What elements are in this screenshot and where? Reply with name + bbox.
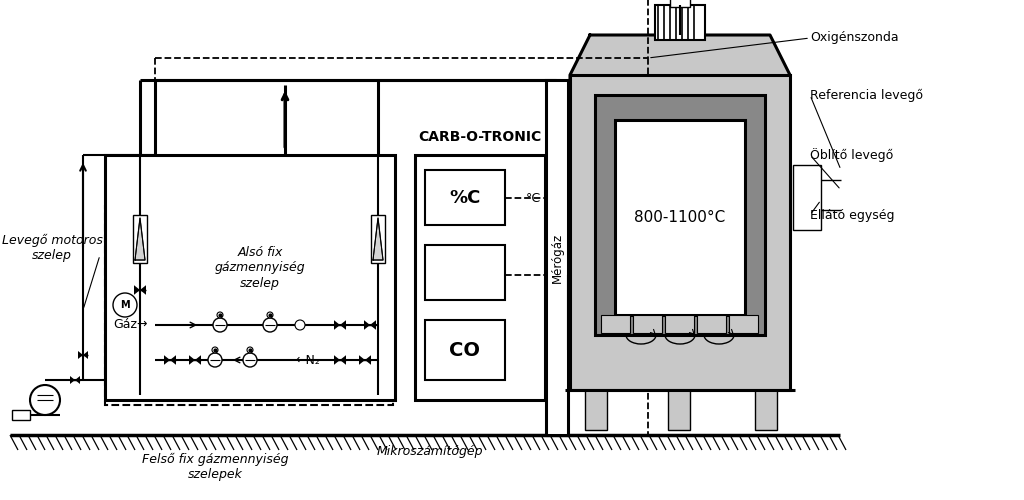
Bar xyxy=(615,120,745,315)
Text: Felső fix gázmennyiség
szelepek: Felső fix gázmennyiség szelepek xyxy=(141,453,288,481)
Polygon shape xyxy=(189,355,195,365)
Text: Mérógáz: Mérógáz xyxy=(551,233,563,283)
Text: Gáz→: Gáz→ xyxy=(114,318,148,332)
Text: Mikroszámítógép: Mikroszámítógép xyxy=(377,446,483,458)
Polygon shape xyxy=(364,320,370,330)
Polygon shape xyxy=(570,35,790,390)
Bar xyxy=(415,155,545,400)
Bar xyxy=(105,155,395,400)
Circle shape xyxy=(113,293,137,317)
Text: Levegő motoros
szelep: Levegő motoros szelep xyxy=(2,234,102,262)
Polygon shape xyxy=(135,218,145,260)
Bar xyxy=(425,320,505,380)
Circle shape xyxy=(30,385,60,415)
Polygon shape xyxy=(75,376,80,384)
Polygon shape xyxy=(340,355,346,365)
Bar xyxy=(601,315,630,333)
Circle shape xyxy=(247,347,253,353)
Polygon shape xyxy=(334,320,340,330)
Polygon shape xyxy=(195,355,201,365)
Text: Öblítő levegő: Öblítő levegő xyxy=(810,148,893,162)
Circle shape xyxy=(267,312,273,318)
Bar xyxy=(546,80,568,435)
Polygon shape xyxy=(170,355,176,365)
Bar xyxy=(633,315,662,333)
Bar xyxy=(668,390,690,430)
Polygon shape xyxy=(365,355,371,365)
Text: °C: °C xyxy=(526,192,541,204)
Bar xyxy=(371,215,385,263)
Text: CO: CO xyxy=(450,340,480,359)
Bar xyxy=(665,315,694,333)
Text: %C: %C xyxy=(450,189,480,207)
Polygon shape xyxy=(70,376,75,384)
Polygon shape xyxy=(340,320,346,330)
Bar xyxy=(133,215,147,263)
Polygon shape xyxy=(370,320,376,330)
Bar xyxy=(793,165,821,230)
Text: 800-1100°C: 800-1100°C xyxy=(635,210,726,224)
Polygon shape xyxy=(134,285,140,295)
Polygon shape xyxy=(359,355,365,365)
Polygon shape xyxy=(78,351,83,359)
Circle shape xyxy=(212,347,218,353)
Polygon shape xyxy=(334,355,340,365)
Text: Referencia levegő: Referencia levegő xyxy=(810,88,923,102)
Polygon shape xyxy=(373,218,383,260)
Text: M: M xyxy=(120,300,130,310)
Bar xyxy=(655,5,705,40)
Bar xyxy=(105,205,393,405)
Polygon shape xyxy=(83,351,88,359)
Text: Oxigénszonda: Oxigénszonda xyxy=(810,32,899,44)
Text: ←N₂: ←N₂ xyxy=(296,354,321,366)
Bar xyxy=(425,245,505,300)
Bar xyxy=(697,315,726,333)
Circle shape xyxy=(208,353,222,367)
Bar xyxy=(570,75,790,390)
Polygon shape xyxy=(373,218,383,260)
Circle shape xyxy=(243,353,257,367)
Polygon shape xyxy=(140,285,146,295)
Bar xyxy=(371,215,385,263)
Bar xyxy=(133,215,147,263)
Text: Alsó fix
gázmennyiség
szelep: Alsó fix gázmennyiség szelep xyxy=(215,246,305,290)
Bar xyxy=(12,410,30,420)
Text: Ellátó egység: Ellátó egység xyxy=(810,208,895,222)
Circle shape xyxy=(217,312,223,318)
Polygon shape xyxy=(135,218,145,260)
Bar xyxy=(595,95,765,335)
Polygon shape xyxy=(164,355,170,365)
Text: CARB-O-TRONIC: CARB-O-TRONIC xyxy=(419,130,542,144)
Bar xyxy=(729,315,758,333)
Bar xyxy=(670,0,690,7)
Circle shape xyxy=(263,318,278,332)
Bar xyxy=(755,390,777,430)
Circle shape xyxy=(213,318,227,332)
Bar xyxy=(585,390,607,430)
Circle shape xyxy=(295,320,305,330)
Bar xyxy=(425,170,505,225)
